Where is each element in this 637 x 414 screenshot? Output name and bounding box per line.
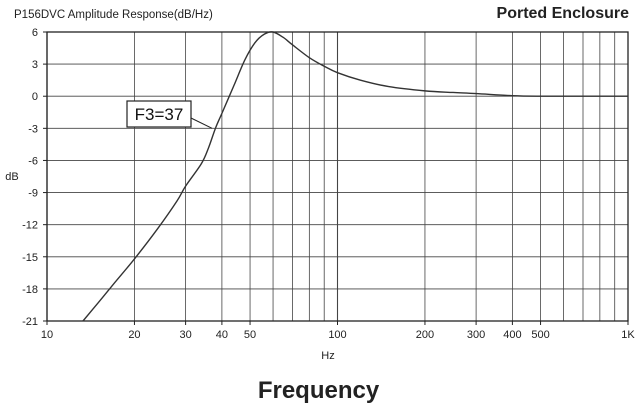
response-curve [82,31,628,322]
x-tick-label: 200 [416,329,434,341]
x-tick-label: 100 [328,329,346,341]
series-layer [82,31,628,322]
chart-subtitle: Ported Enclosure [496,5,629,22]
y-tick-label: 0 [32,91,38,103]
chart-title: P156DVC Amplitude Response(dB/Hz) [14,9,213,21]
y-tick-label: -21 [22,316,38,328]
x-tick-label: 20 [128,329,140,341]
axes: 10 20 30 40 50 100 200 300 400 500 1K630-3-6-9-12-… [22,27,635,341]
x-tick-label: 1K [621,329,635,341]
annotation-label: F3=37 [135,105,184,124]
grid [46,31,628,322]
x-tick-label: 10 [41,329,53,341]
y-tick-label: -9 [28,188,38,200]
y-tick-label: -3 [28,123,38,135]
x-tick-label: 400 [503,329,521,341]
footer-label: Frequency [257,377,380,404]
x-tick-label: 40 [216,329,228,341]
y-axis-label: dB [5,171,18,183]
annotation-box [126,100,192,128]
y-tick-label: 3 [32,59,38,71]
x-tick-label: 30 [179,329,191,341]
annotation-leader [190,117,213,129]
x-axis-label: Hz [321,350,334,362]
x-tick-label: 300 [467,329,485,341]
x-tick-label: 50 [244,329,256,341]
y-tick-label: -6 [28,155,38,167]
y-tick-label: -18 [22,284,38,296]
y-tick-label: 6 [32,27,38,39]
y-tick-label: -15 [22,252,38,264]
y-tick-label: -12 [22,220,38,232]
annotations: F3=37 [126,100,213,129]
x-tick-label: 500 [531,329,549,341]
